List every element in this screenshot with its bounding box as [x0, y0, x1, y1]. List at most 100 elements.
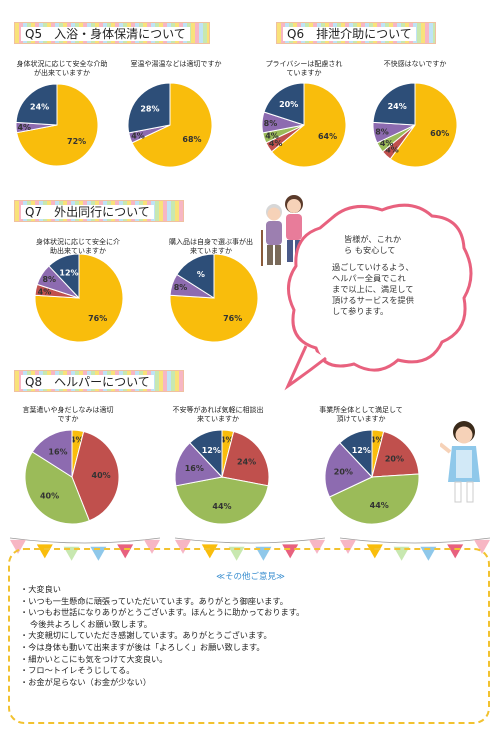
pie-slice-label: 40%: [40, 492, 59, 501]
pie-slice-label: 4%: [70, 436, 84, 445]
bunting-string: [174, 537, 326, 544]
pie-slice: [263, 82, 305, 126]
pie-slice: [176, 253, 215, 299]
pie-slice-label: 4%: [131, 131, 145, 140]
opinions-title: ≪その他ご意見≫: [216, 572, 285, 582]
opinion-item: 細かいとこにも気をつけて大変良い。: [20, 654, 304, 666]
bunting-string: [9, 537, 161, 544]
pie-slice-label: 44%: [212, 502, 231, 511]
pie-slice-label: 44%: [370, 501, 389, 510]
pie-slice: [339, 429, 373, 479]
chart-title-q8-3: 事業所全体として満足して頂けていますか: [319, 406, 403, 423]
pie-slice-label: %: [197, 270, 205, 279]
opinion-item: 大変良い: [20, 584, 304, 596]
bunting-flag: [282, 544, 299, 559]
pie-slice-label: 4%: [385, 145, 399, 154]
opinion-item: いつもお世話になりありがとうございます。ほんとうに助かっております。: [20, 607, 304, 619]
pie-slice-label: 4%: [265, 131, 279, 140]
pie-slice: [127, 82, 171, 134]
opinion-item: フロ～トイレそうじしてる。: [20, 665, 304, 677]
pie-slice: [71, 430, 120, 522]
pie-slice-label: 76%: [223, 314, 242, 323]
nurse-illustration: [440, 421, 480, 503]
pie-slice-label: 16%: [48, 447, 67, 456]
pie-slice: [372, 82, 416, 126]
opinion-item: 大変親切にしていただき感謝しています。ありがとうございます。: [20, 630, 304, 642]
pie-slice-label: 16%: [185, 464, 204, 473]
pie-slice: [175, 476, 269, 525]
bunting-flag: [144, 539, 160, 554]
pie-slice: [15, 83, 58, 126]
chart-title-q5-2: 室温や湯温などは適切ですか: [130, 60, 222, 68]
pie-slice: [389, 82, 458, 168]
bunting-flag: [201, 544, 218, 559]
opinion-item: 今後共よろしくお願い致します。: [30, 618, 152, 629]
pie-slice-label: 8%: [174, 283, 188, 292]
bunting-flag: [420, 546, 437, 561]
chart-title-q6-1: プライバシーは配慮されていますか: [265, 60, 343, 77]
pie-slice-label: 8%: [375, 127, 389, 136]
opinion-item: いつも一生懸命に頑張っていただいています。ありがとう御座います。: [20, 596, 304, 608]
pie-slice: [131, 82, 213, 168]
pie-slice-label: 40%: [92, 471, 111, 480]
section-title-q5: Q5 入浴・身体保清について: [14, 22, 210, 44]
pie-slice-label: 76%: [88, 314, 107, 323]
chart-title-q8-1: 言葉遣いや身だしなみは適切ですか: [22, 406, 114, 423]
pie-slice-label: 24%: [30, 102, 49, 111]
chart-title-q6-2: 不快感はないですか: [383, 60, 447, 68]
pie-slice-label: 12%: [202, 446, 221, 455]
pie-slice: [270, 82, 347, 168]
bunting-flag: [90, 546, 107, 561]
chart-title-q5-1: 身体状況に応じて安全な介助が出来ていますか: [16, 60, 108, 77]
pie-slice-label: 28%: [140, 104, 159, 113]
bunting-flag: [474, 539, 490, 554]
bunting-flag: [117, 544, 134, 559]
opinion-item: 今は身体も動いて出来ますが後は「よろしく」お願い致します。: [20, 642, 304, 654]
bunting-string: [339, 537, 491, 544]
bunting-flag: [366, 544, 383, 559]
pie-slice-label: 4%: [380, 139, 394, 148]
bunting-flag: [340, 539, 356, 554]
pie-slice-label: 4%: [220, 436, 234, 445]
pie-slice-label: 60%: [430, 129, 449, 138]
pie-slice: [48, 253, 80, 300]
pie-slice-label: 4%: [370, 436, 384, 445]
pie-slice: [221, 430, 270, 487]
bunting-flag: [309, 539, 325, 554]
pie-slice: [174, 442, 223, 487]
section-title-q7: Q7 外出同行について: [14, 200, 184, 222]
chart-title-q7-2: 購入品は自身で選ぶ事が出来ていますか: [169, 238, 253, 255]
bunting-flag: [447, 544, 464, 559]
bunting-flag: [228, 546, 245, 561]
bunting-flag: [63, 546, 80, 561]
opinion-item: お金が足らない（お金が少ない）: [20, 677, 304, 689]
bunting-flag: [255, 546, 272, 561]
pie-slice-label: 4%: [38, 287, 52, 296]
opinions-box: [8, 548, 490, 724]
pie-slice-label: 64%: [318, 132, 337, 141]
pie-slice-label: 4%: [269, 139, 283, 148]
bunting-flag: [175, 539, 191, 554]
chart-title-q7-1: 身体状況に応じて安全に介助出来ていますか: [36, 238, 120, 255]
pie-slice-label: 8%: [42, 275, 56, 284]
pie-slice-label: 12%: [352, 446, 371, 455]
bunting-flag: [10, 539, 26, 554]
pie-slice-label: 12%: [59, 269, 78, 278]
chart-title-q8-2: 不安等があれば気軽に相談出来ていますか: [172, 406, 264, 423]
bunting-flag: [393, 546, 410, 561]
bubble-text: 皆様が、これか ら も安心して 過ごしていけるよう、 ヘルパー全員でこれ まで以…: [332, 234, 414, 316]
speech-bubble: [284, 203, 473, 391]
pie-slice-label: 24%: [237, 457, 256, 466]
pie-slice-label: 24%: [388, 102, 407, 111]
section-title-q6: Q6 排泄介助について: [276, 22, 436, 44]
pie-slice: [371, 430, 420, 478]
pie-slice-label: 20%: [385, 454, 404, 463]
pie-slice: [189, 429, 223, 479]
